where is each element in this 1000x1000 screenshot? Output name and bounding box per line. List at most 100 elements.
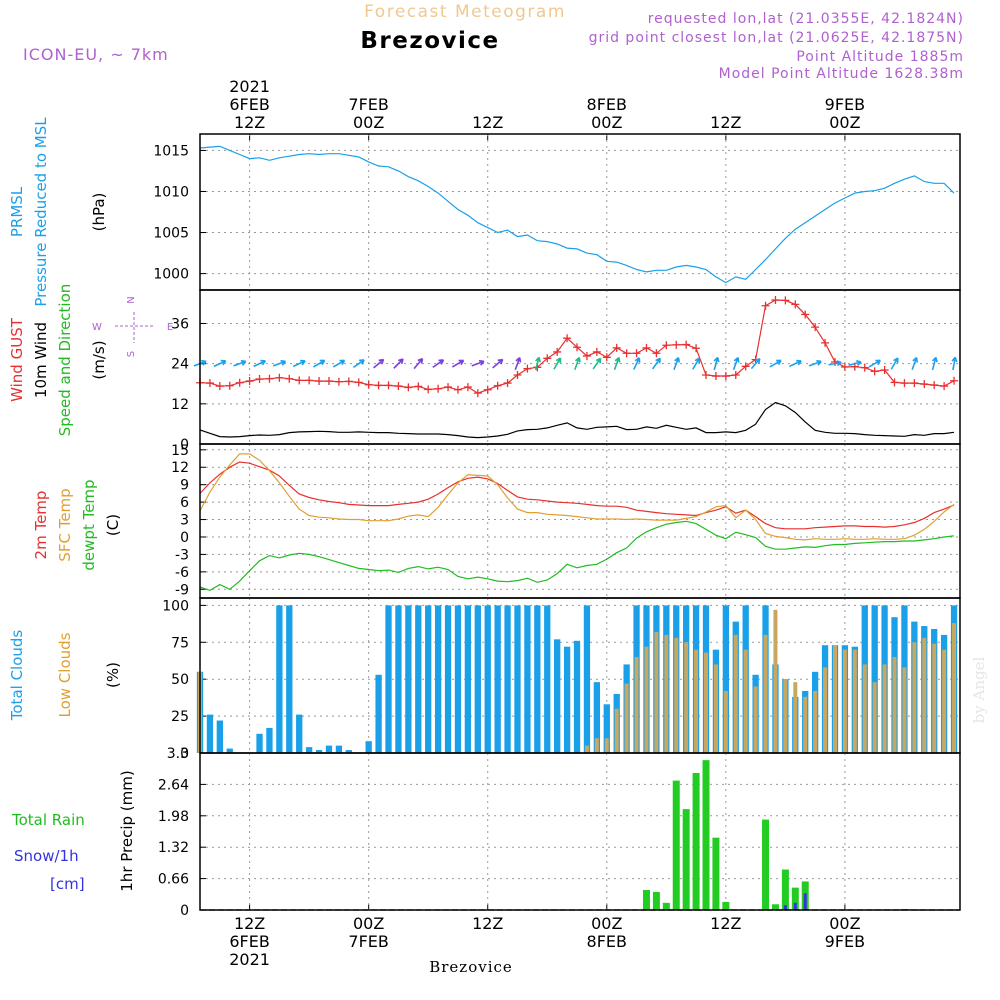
wind-arrow bbox=[432, 359, 445, 369]
axis-label: Low Clouds bbox=[56, 632, 74, 717]
y-tick-label: 0 bbox=[180, 903, 189, 919]
bottom-tick-label: 6FEB bbox=[229, 932, 269, 951]
low-cloud-bar bbox=[872, 682, 877, 753]
total-cloud-bar bbox=[305, 747, 313, 753]
compass-e: E bbox=[167, 322, 173, 333]
wind-arrow bbox=[890, 357, 899, 370]
gust-marker bbox=[771, 296, 780, 305]
total-cloud-bar bbox=[226, 748, 233, 753]
snow-bar bbox=[783, 905, 787, 910]
top-tick-label: 00Z bbox=[353, 113, 384, 132]
low-cloud-bar bbox=[932, 643, 937, 753]
total-cloud-bar bbox=[216, 720, 223, 753]
wind-arrow bbox=[951, 356, 958, 371]
bottom-tick-label: 12Z bbox=[234, 914, 265, 933]
gust-marker bbox=[364, 380, 373, 389]
low-cloud-bar bbox=[743, 649, 748, 753]
axis-label: Wind GUST bbox=[8, 317, 26, 402]
wind-arrow bbox=[413, 357, 424, 370]
total-cloud-bar bbox=[296, 714, 303, 753]
compass-n: N bbox=[126, 296, 137, 303]
gust-marker bbox=[424, 385, 433, 394]
gust-marker bbox=[880, 366, 889, 375]
total-cloud-bar bbox=[325, 745, 333, 753]
total-cloud-bar bbox=[534, 605, 541, 753]
axis-label: (m/s) bbox=[90, 340, 108, 379]
gust-marker bbox=[811, 323, 820, 332]
gust-marker bbox=[761, 301, 770, 310]
sfc-temp-line bbox=[199, 453, 955, 541]
low-cloud-bar bbox=[882, 664, 887, 753]
low-cloud-bar bbox=[803, 696, 808, 753]
low-cloud-bar bbox=[584, 745, 589, 753]
wind-arrow bbox=[272, 359, 287, 367]
gust-marker bbox=[692, 344, 701, 353]
total-cloud-bar bbox=[593, 682, 601, 753]
wind-arrow bbox=[393, 358, 404, 369]
low-cloud-bar bbox=[912, 642, 917, 753]
axis-label: PRMSL bbox=[8, 186, 26, 237]
gust-marker bbox=[235, 378, 244, 387]
wind-arrow bbox=[633, 357, 641, 370]
gust-marker bbox=[483, 385, 492, 394]
panel-frame bbox=[199, 133, 961, 291]
axis-label: Total Clouds bbox=[8, 630, 26, 722]
y-tick-label: -3 bbox=[175, 547, 189, 563]
gust-marker bbox=[543, 354, 552, 363]
wind-arrow bbox=[471, 359, 485, 367]
low-cloud-bar bbox=[753, 686, 758, 753]
y-tick-label: 100 bbox=[162, 598, 189, 614]
wind-arrow bbox=[373, 358, 385, 369]
wind-arrow bbox=[808, 359, 822, 367]
rain-bar bbox=[672, 780, 680, 910]
total-cloud-bar bbox=[425, 605, 432, 753]
gust-marker bbox=[275, 373, 284, 382]
gust-marker bbox=[225, 381, 234, 390]
wind-arrow bbox=[769, 359, 782, 368]
bottom-tick-label: 8FEB bbox=[587, 932, 627, 951]
watermark: by Angel bbox=[970, 656, 988, 723]
wind-arrow bbox=[828, 360, 842, 367]
axis-label: Pressure Reduced to MSL bbox=[32, 117, 50, 307]
rain-bar bbox=[791, 887, 799, 910]
total-cloud-bar bbox=[722, 605, 729, 753]
gust-marker bbox=[265, 374, 274, 383]
low-cloud-bar bbox=[723, 691, 728, 753]
gust-marker bbox=[890, 378, 899, 387]
total-cloud-bar bbox=[464, 605, 472, 753]
total-cloud-bar bbox=[315, 750, 323, 753]
low-cloud-bar bbox=[694, 649, 699, 753]
gust-marker bbox=[563, 334, 572, 343]
total-cloud-bar bbox=[524, 605, 531, 753]
gust-marker bbox=[453, 385, 462, 394]
gust-marker bbox=[900, 379, 909, 388]
rain-bar bbox=[722, 901, 730, 910]
y-tick-label: 1015 bbox=[153, 143, 189, 159]
wind-arrow bbox=[750, 357, 761, 370]
total-cloud-bar bbox=[871, 605, 878, 753]
y-tick-label: 25 bbox=[171, 709, 189, 725]
gust-marker bbox=[602, 353, 611, 362]
bottom-tick-label: 9FEB bbox=[825, 932, 865, 951]
y-tick-label: 36 bbox=[171, 316, 189, 332]
gust-marker bbox=[662, 341, 671, 350]
rain-bar bbox=[712, 837, 720, 910]
wind-arrow bbox=[233, 359, 247, 367]
gust-marker bbox=[940, 382, 949, 391]
side-labels: PRMSL Pressure Reduced to MSL (hPa) Wind GU… bbox=[8, 117, 136, 893]
pressure-panel: 1000 1005 1010 1015 bbox=[153, 133, 961, 291]
gust-marker bbox=[870, 367, 879, 376]
precip-panel: 0 0.66 1.32 1.98 2.64 3.3 bbox=[158, 746, 961, 919]
compass-s: S bbox=[126, 351, 137, 357]
low-cloud-bar bbox=[813, 691, 818, 753]
y-tick-label: 12 bbox=[171, 460, 189, 476]
low-cloud-bar bbox=[832, 645, 837, 753]
y-tick-label: 1010 bbox=[153, 184, 189, 200]
total-cloud-bar bbox=[444, 605, 452, 753]
y-tick-label: 3.3 bbox=[167, 746, 189, 762]
wind-arrow bbox=[692, 357, 701, 370]
top-tick-label: 00Z bbox=[591, 113, 622, 132]
y-tick-label: 0 bbox=[180, 530, 189, 546]
